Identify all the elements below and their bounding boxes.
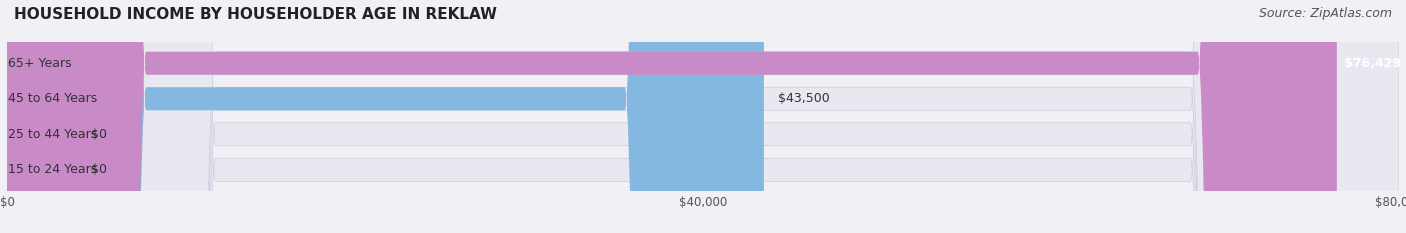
Text: $43,500: $43,500: [778, 92, 830, 105]
FancyBboxPatch shape: [7, 0, 1399, 233]
FancyBboxPatch shape: [7, 0, 77, 233]
FancyBboxPatch shape: [7, 0, 763, 233]
Text: 45 to 64 Years: 45 to 64 Years: [8, 92, 97, 105]
Text: 25 to 44 Years: 25 to 44 Years: [8, 128, 97, 141]
Text: $0: $0: [90, 163, 107, 176]
Text: $0: $0: [90, 128, 107, 141]
Text: $76,429: $76,429: [1344, 57, 1400, 70]
Text: 65+ Years: 65+ Years: [8, 57, 72, 70]
Text: HOUSEHOLD INCOME BY HOUSEHOLDER AGE IN REKLAW: HOUSEHOLD INCOME BY HOUSEHOLDER AGE IN R…: [14, 7, 498, 22]
FancyBboxPatch shape: [7, 0, 1399, 233]
Text: 15 to 24 Years: 15 to 24 Years: [8, 163, 97, 176]
FancyBboxPatch shape: [7, 0, 1399, 233]
FancyBboxPatch shape: [7, 0, 1399, 233]
Text: Source: ZipAtlas.com: Source: ZipAtlas.com: [1258, 7, 1392, 20]
FancyBboxPatch shape: [7, 0, 1337, 233]
FancyBboxPatch shape: [7, 0, 77, 233]
